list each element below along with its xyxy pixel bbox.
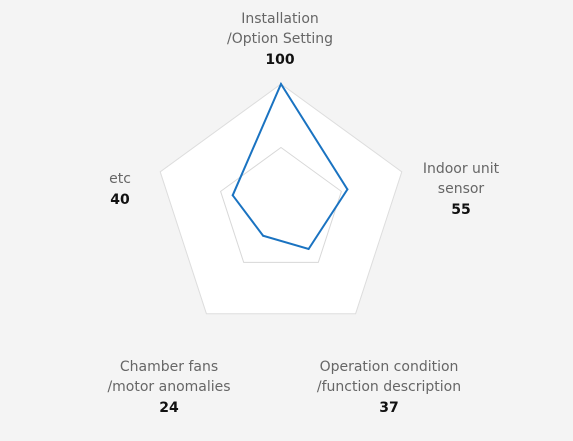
axis-label-operation-condition: Operation condition /function descriptio…	[298, 357, 480, 419]
axis-value: 55	[451, 202, 471, 218]
data-point	[346, 188, 349, 191]
data-point	[280, 83, 282, 85]
axis-name-line: /motor anomalies	[107, 379, 231, 395]
axis-name-line: sensor	[437, 181, 485, 197]
axis-label-installation: Installation /Option Setting 100	[220, 9, 340, 71]
axis-name-line: Installation	[241, 11, 319, 27]
axis-label-chamber-fans: Chamber fans /motor anomalies 24	[99, 357, 239, 419]
grid-inner	[220, 146, 342, 263]
axis-name-line: /function description	[316, 379, 462, 395]
axis-value: 37	[379, 400, 399, 416]
axis-name-line: etc	[109, 171, 131, 187]
data-point	[262, 234, 265, 237]
axis-value: 40	[110, 192, 130, 208]
data-point	[231, 194, 234, 197]
data-point	[307, 248, 310, 250]
axis-value: 24	[159, 400, 179, 416]
axis-name-line: Operation condition	[319, 359, 459, 375]
series-line	[231, 81, 349, 251]
axis-name-line: Chamber fans	[119, 359, 219, 375]
axis-label-indoor-unit-sensor: Indoor unit sensor 55	[406, 159, 516, 221]
axis-name-line: Indoor unit	[422, 161, 500, 177]
axis-name-line: /Option Setting	[226, 31, 334, 47]
axis-value: 100	[265, 52, 295, 68]
axis-label-etc: etc 40	[95, 169, 145, 211]
grid-outer	[159, 83, 403, 315]
